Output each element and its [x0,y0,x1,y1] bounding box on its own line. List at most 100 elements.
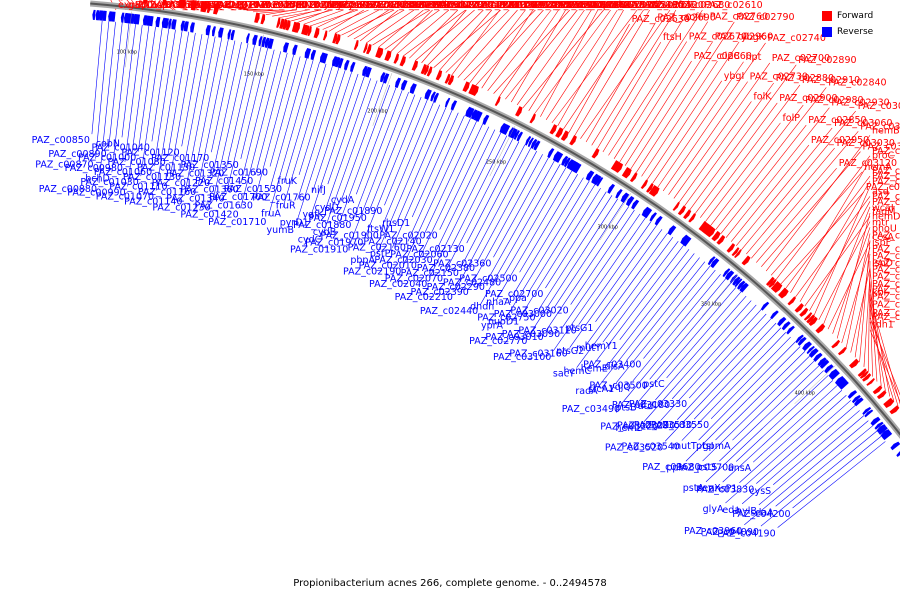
reverse-gene-arrow [641,206,651,218]
reverse-label-leader [196,37,223,162]
reverse-gene-label: PAZ_c02070 [385,273,443,284]
forward-gene-arrow [549,124,558,135]
forward-gene-label: PAZ_c01430 [213,0,271,11]
reverse-gene-label: PAZ_c01710 [208,217,266,228]
reverse-gene-arrow [205,25,211,36]
reverse-gene-label: PAZ_c02380 [417,263,475,274]
forward-gene-label: PAZ_c02570 [561,0,619,11]
reverse-gene-arrow [383,73,390,84]
forward-label-leader [372,9,431,46]
reverse-gene-arrow [569,160,578,172]
forward-label-leader [335,9,379,34]
reverse-gene-label: PAZ_c01950 [308,213,366,224]
reverse-gene-arrow [561,155,569,166]
reverse-gene-label: PAZ_c02020 [379,231,437,242]
forward-gene-arrow [849,358,860,369]
forward-label-leader [208,2,236,11]
reverse-label-leader [476,150,538,263]
forward-gene-label: ftsH [663,32,682,43]
forward-label-leader [499,9,559,97]
forward-gene-arrow [831,339,841,349]
reverse-gene-label: PAZ_c01000 [78,153,136,164]
reverse-gene-label: PAZ_c03550 [651,420,709,431]
reverse-gene-label: PAZ_c01530 [224,184,282,195]
reverse-label-leader [592,245,684,366]
reverse-gene-label: PAZ_c01130 [123,172,181,183]
forward-gene-label: recR [494,0,516,11]
forward-gene-label: PAZ_c02510 [619,0,677,11]
reverse-label-leader [337,84,391,227]
reverse-gene-label: hemL [615,423,642,434]
reverse-gene-arrow [380,72,386,83]
reverse-gene-arrow [620,192,630,203]
reverse-label-leader [380,102,434,230]
forward-label-leader [641,60,718,177]
scale-tick [250,34,264,90]
forward-gene-label: PAZ_c01650 [298,0,356,11]
forward-gene-label: PAZ_c01810 [296,0,354,11]
forward-label-leader [799,180,871,302]
forward-gene-label: PAZ_c02690 [657,13,715,24]
reverse-gene-label: ptsG2 [556,346,584,357]
reverse-gene-label: PAZ_c01630 [195,201,253,212]
reverse-label-leader [418,123,484,260]
forward-gene-label: ybgI [724,71,744,82]
reverse-gene-arrow [806,345,815,355]
reverse-gene-arrow [283,42,290,53]
reverse-gene-arrow [649,212,657,222]
forward-gene-arrow [857,368,867,377]
reverse-label-leader [98,21,116,184]
reverse-gene-arrow [882,431,893,441]
reverse-label-leader [495,170,573,301]
forward-gene-label: PAZ_c02630 [632,14,690,25]
forward-gene-arrow [555,127,564,138]
reverse-gene-label: PAZ_c02360 [433,258,491,269]
forward-gene-arrow [332,33,338,44]
forward-gene-label: PAZ_c02540 [639,0,697,11]
reverse-gene-label: PAZ_c02770 [469,336,527,347]
reverse-gene-arrow [828,368,839,379]
reverse-label-leader [609,253,695,363]
forward-gene-arrow [731,247,740,257]
forward-gene-label: PAZ_c02850 [808,115,866,126]
reverse-gene-arrow [707,256,716,266]
forward-label-leader [657,61,744,188]
forward-label-leader [540,9,599,117]
forward-gene-label: folE [678,0,696,11]
forward-gene-arrow [378,48,384,59]
reverse-gene-label: PAZ_c00980 [65,163,123,174]
reverse-gene-label: yprA [481,321,504,332]
forward-label-leader [869,281,878,382]
reverse-label-leader [760,430,878,527]
reverse-label-leader [715,351,806,441]
reverse-gene-label: PAZ_c02040 [369,279,427,290]
reverse-label-leader [182,35,209,172]
forward-gene-label: tdh1 [872,320,894,331]
forward-label-leader [328,9,365,32]
reverse-label-leader [643,269,716,359]
reverse-label-leader [181,34,203,147]
reverse-gene-arrow [566,159,575,170]
forward-label-leader [785,175,871,289]
reverse-label-leader [744,420,869,526]
forward-gene-label: degT [225,0,249,11]
reverse-gene-arrow [760,301,770,311]
forward-gene-arrow [616,163,624,173]
reverse-label-leader [269,56,301,167]
reverse-gene-label: PAZ_c02150 [401,268,459,279]
forward-gene-arrow [335,34,341,45]
reverse-gene-arrow [724,270,735,281]
reverse-label-leader [570,209,635,305]
reverse-gene-arrow [851,394,861,404]
reverse-swatch [822,27,832,37]
forward-gene-arrow [803,312,813,321]
reverse-gene-label: PAZ_c02210 [395,292,453,303]
forward-gene-arrow [260,13,266,25]
forward-label-leader [678,101,752,203]
reverse-gene-arrow [585,170,595,182]
forward-gene-arrow [423,65,430,76]
forward-gene-arrow [876,390,887,400]
forward-gene-arrow [206,2,211,14]
forward-gene-label: PAZ_c03980 [872,312,900,323]
reverse-gene-arrow [171,19,177,30]
